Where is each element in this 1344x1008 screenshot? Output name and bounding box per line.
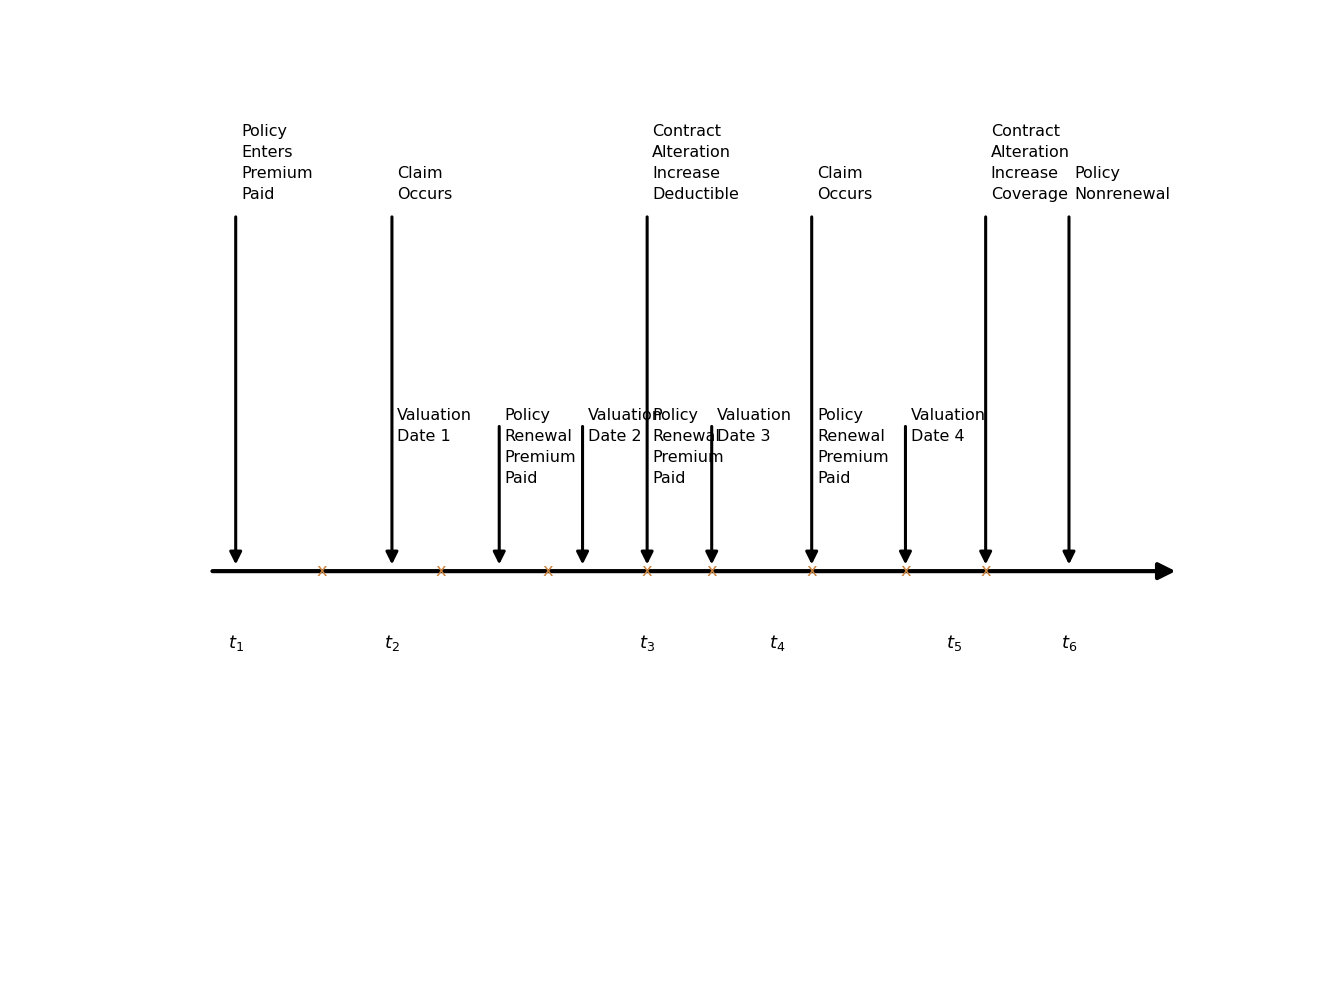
Text: Valuation
Date 4: Valuation Date 4 xyxy=(911,408,985,445)
Text: x: x xyxy=(543,562,554,581)
Text: Valuation
Date 2: Valuation Date 2 xyxy=(587,408,663,445)
Text: $t_{5}$: $t_{5}$ xyxy=(946,633,962,653)
Text: x: x xyxy=(707,562,718,581)
Text: Policy
Nonrenewal: Policy Nonrenewal xyxy=(1074,166,1171,203)
Text: $t_{2}$: $t_{2}$ xyxy=(384,633,401,653)
Text: Policy
Renewal
Premium
Paid: Policy Renewal Premium Paid xyxy=(817,408,888,486)
Text: Valuation
Date 1: Valuation Date 1 xyxy=(398,408,472,445)
Text: Claim
Occurs: Claim Occurs xyxy=(398,166,453,203)
Text: Policy
Enters
Premium
Paid: Policy Enters Premium Paid xyxy=(241,124,313,203)
Text: Policy
Renewal
Premium
Paid: Policy Renewal Premium Paid xyxy=(504,408,577,486)
Text: Policy
Renewal
Premium
Paid: Policy Renewal Premium Paid xyxy=(652,408,724,486)
Text: x: x xyxy=(317,562,328,581)
Text: x: x xyxy=(435,562,446,581)
Text: x: x xyxy=(900,562,911,581)
Text: $t_{1}$: $t_{1}$ xyxy=(227,633,243,653)
Text: x: x xyxy=(806,562,817,581)
Text: $t_{6}$: $t_{6}$ xyxy=(1060,633,1077,653)
Text: Contract
Alteration
Increase
Deductible: Contract Alteration Increase Deductible xyxy=(652,124,739,203)
Text: x: x xyxy=(642,562,652,581)
Text: x: x xyxy=(980,562,991,581)
Text: Contract
Alteration
Increase
Coverage: Contract Alteration Increase Coverage xyxy=(991,124,1070,203)
Text: Claim
Occurs: Claim Occurs xyxy=(817,166,872,203)
Text: $t_{3}$: $t_{3}$ xyxy=(640,633,655,653)
Text: Valuation
Date 3: Valuation Date 3 xyxy=(716,408,792,445)
Text: $t_{4}$: $t_{4}$ xyxy=(769,633,785,653)
